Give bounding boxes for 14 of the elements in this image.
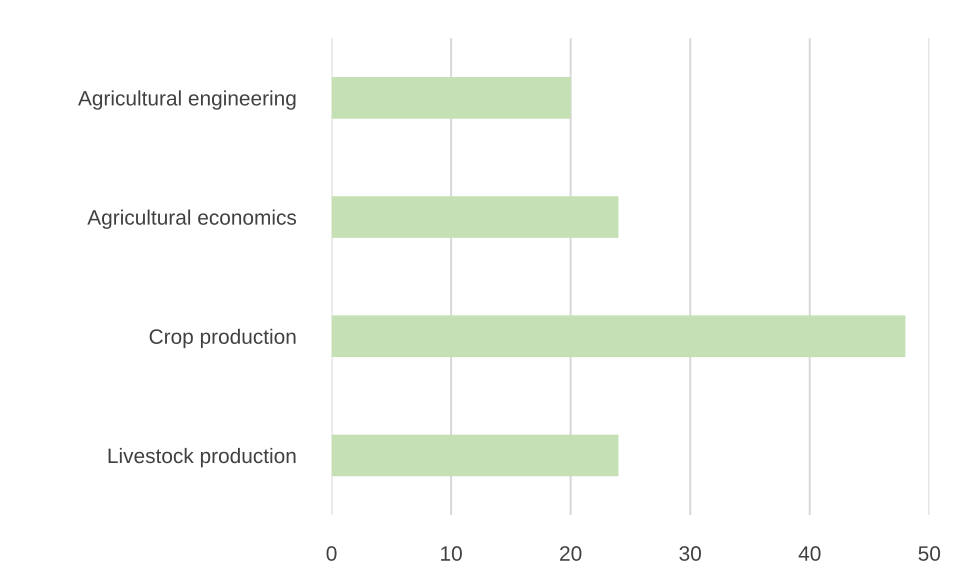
x-tick-label: 30 [679,546,701,561]
y-tick-label: Agricultural engineering [78,90,296,110]
x-tick-label: 40 [798,546,821,561]
bar [332,315,906,358]
y-tick-label: Crop production [150,328,296,348]
y-tick-label: Agricultural economics [87,210,296,229]
x-tick-label: 0 [326,546,337,561]
y-tick-label: Livestock production [108,448,296,468]
x-tick-label: 20 [560,546,582,561]
bar [332,196,618,238]
x-tick-label: 10 [441,546,462,561]
x-tick-label: 50 [918,546,940,561]
bar [332,434,618,476]
bar [332,77,571,119]
